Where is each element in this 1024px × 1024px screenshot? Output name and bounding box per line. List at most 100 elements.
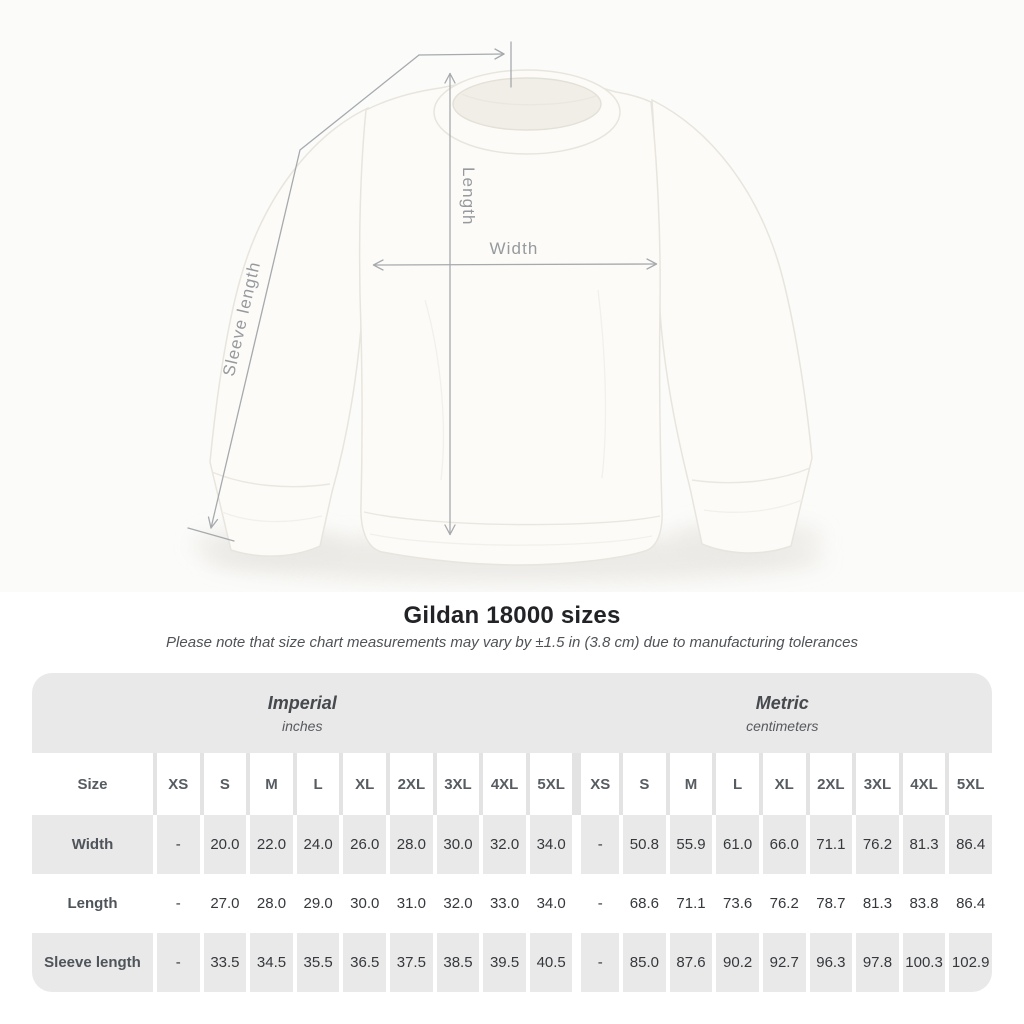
width-arrow — [372, 258, 658, 271]
cell-imperial: 32.0 — [432, 874, 480, 933]
cell-imperial: 33.0 — [479, 874, 526, 933]
cell-imperial: 30.0 — [339, 874, 387, 933]
column-header-imperial-xl: XL — [339, 753, 387, 815]
column-header-imperial-m: M — [246, 753, 293, 815]
cell-imperial: - — [153, 874, 200, 933]
column-header-metric-5xl: 5XL — [945, 753, 992, 815]
column-header-imperial-5xl: 5XL — [525, 753, 573, 815]
cell-imperial: 29.0 — [292, 874, 340, 933]
cell-imperial: 28.0 — [246, 874, 293, 933]
cell-metric: 76.2 — [758, 874, 806, 933]
table-row: Width -20.0 22.0 24.0 26.0 28.0 30.0 32.0 34.0-5… — [32, 815, 992, 874]
cell-metric: 85.0 — [619, 933, 666, 992]
cell-imperial: 35.5 — [292, 933, 340, 992]
cell-imperial: 37.5 — [386, 933, 433, 992]
cell-metric: 78.7 — [805, 874, 853, 933]
column-header-metric-3xl: 3XL — [852, 753, 899, 815]
cell-imperial: 36.5 — [339, 933, 387, 992]
column-header-metric-xs: XS — [572, 753, 620, 815]
imperial-group-unit: inches — [282, 717, 323, 734]
cell-imperial: 31.0 — [386, 874, 433, 933]
tolerance-note: Please note that size chart measurements… — [166, 634, 858, 651]
cell-imperial: 32.0 — [479, 815, 526, 874]
cell-metric: 102.9 — [945, 933, 992, 992]
column-header-metric-2xl: 2XL — [805, 753, 853, 815]
cell-metric: 73.6 — [712, 874, 759, 933]
cell-imperial: 40.5 — [525, 933, 573, 992]
length-arrow — [444, 72, 456, 536]
column-header-imperial-s: S — [199, 753, 247, 815]
row-label: Length — [32, 874, 153, 933]
cell-metric: 61.0 — [712, 815, 759, 874]
size-table-body: Width -20.0 22.0 24.0 26.0 28.0 30.0 32.0 34.0-5… — [32, 815, 992, 992]
cell-metric: 100.3 — [898, 933, 946, 992]
column-header-metric-xl: XL — [758, 753, 806, 815]
imperial-group-header: Imperial inches — [32, 673, 573, 753]
width-label: Width — [490, 239, 539, 258]
cell-imperial: 34.5 — [246, 933, 293, 992]
column-header-imperial-xs: XS — [153, 753, 200, 815]
cell-metric: 83.8 — [898, 874, 946, 933]
cell-metric: 81.3 — [852, 874, 899, 933]
cell-imperial: 34.0 — [525, 874, 573, 933]
table-row: Length -27.0 28.0 29.0 30.0 31.0 32.0 33.0 34.0-… — [32, 874, 992, 933]
cell-metric: 76.2 — [852, 815, 899, 874]
cell-metric: 90.2 — [712, 933, 759, 992]
column-header-metric-l: L — [712, 753, 759, 815]
cell-metric: 96.3 — [805, 933, 853, 992]
cell-metric: 92.7 — [758, 933, 806, 992]
column-header-imperial-4xl: 4XL — [479, 753, 526, 815]
cell-metric: 81.3 — [898, 815, 946, 874]
column-header-row: Size XS S M L XL 2XL 3XL 4XL 5XL XS S M L XL 2XL 3XL 4XL… — [32, 753, 992, 815]
cell-imperial: 38.5 — [432, 933, 480, 992]
column-header-metric-m: M — [665, 753, 713, 815]
cell-metric: 86.4 — [945, 815, 992, 874]
size-table: Imperial inches Metric centimeters Size … — [32, 673, 992, 992]
table-row: Sleeve length -33.5 34.5 35.5 36.5 37.5 38.5 39… — [32, 933, 992, 992]
cell-imperial: 26.0 — [339, 815, 387, 874]
cell-imperial: 27.0 — [199, 874, 247, 933]
cell-imperial: 20.0 — [199, 815, 247, 874]
row-label: Width — [32, 815, 153, 874]
metric-group-unit: centimeters — [746, 717, 819, 734]
size-table-container: Imperial inches Metric centimeters Size … — [32, 673, 992, 992]
length-label: Length — [459, 167, 478, 226]
sweatshirt-illustration — [209, 69, 813, 566]
column-header-imperial-l: L — [292, 753, 340, 815]
cell-metric: 71.1 — [665, 874, 713, 933]
product-photo: Length Width Sleeve length — [187, 41, 825, 582]
cell-metric: 97.8 — [852, 933, 899, 992]
column-header-metric-s: S — [619, 753, 666, 815]
imperial-group-name: Imperial — [267, 692, 337, 713]
cell-metric: 87.6 — [665, 933, 713, 992]
cell-imperial: 22.0 — [246, 815, 293, 874]
column-header-metric-4xl: 4XL — [898, 753, 946, 815]
cell-metric: 86.4 — [945, 874, 992, 933]
unit-group-row: Imperial inches Metric centimeters — [32, 673, 992, 753]
cell-imperial: 34.0 — [525, 815, 573, 874]
cell-metric: 55.9 — [665, 815, 713, 874]
page-title: Gildan 18000 sizes — [403, 602, 621, 629]
cell-imperial: 28.0 — [386, 815, 433, 874]
cell-imperial: 39.5 — [479, 933, 526, 992]
cell-metric: 68.6 — [619, 874, 666, 933]
cell-metric: - — [572, 874, 620, 933]
metric-group-header: Metric centimeters — [572, 673, 992, 753]
metric-group-name: Metric — [755, 692, 809, 713]
size-guide-page: Length Width Sleeve length Gildan 18000 … — [32, 41, 992, 992]
size-column-header: Size — [32, 753, 153, 815]
row-label: Sleeve length — [32, 933, 153, 992]
cell-metric: - — [572, 933, 620, 992]
sleeve-length-arrow — [187, 48, 505, 542]
cell-imperial: - — [153, 933, 200, 992]
cell-metric: 71.1 — [805, 815, 853, 874]
cell-imperial: - — [153, 815, 200, 874]
cell-imperial: 30.0 — [432, 815, 480, 874]
sweatshirt-diagram: Length Width Sleeve length — [187, 41, 825, 582]
cell-metric: 66.0 — [758, 815, 806, 874]
column-header-imperial-3xl: 3XL — [432, 753, 480, 815]
cell-imperial: 24.0 — [292, 815, 340, 874]
column-header-imperial-2xl: 2XL — [386, 753, 433, 815]
cell-metric: 50.8 — [619, 815, 666, 874]
cell-metric: - — [572, 815, 620, 874]
